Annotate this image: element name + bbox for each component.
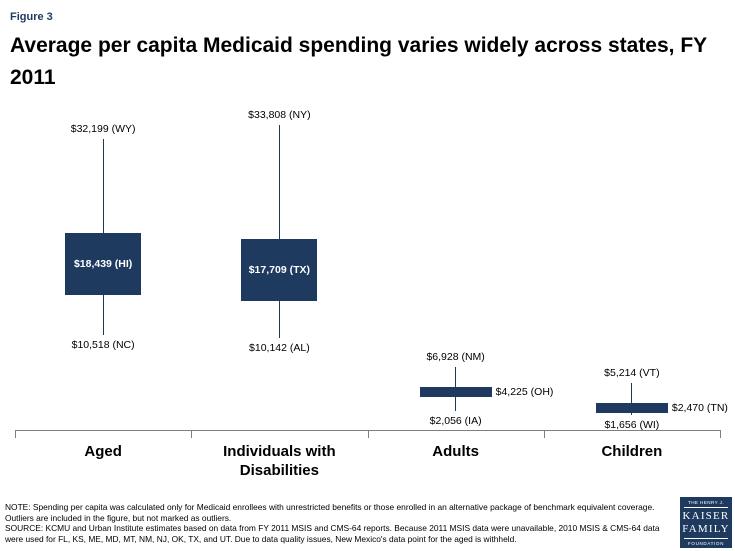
kff-logo-line4: FOUNDATION xyxy=(684,538,728,546)
mid-value-bar xyxy=(419,386,492,397)
note-text: NOTE: Spending per capita was calculated… xyxy=(5,502,655,523)
axis-tick xyxy=(720,430,721,438)
category-label: Individuals with Disabilities xyxy=(223,443,336,479)
mid-value-box: $17,709 (TX) xyxy=(241,239,318,302)
high-value-label: $5,214 (VT) xyxy=(604,366,660,379)
kff-logo-line2: KAISER xyxy=(682,510,730,522)
range-whisker xyxy=(278,124,280,339)
mid-value-box: $18,439 (HI) xyxy=(65,232,142,295)
footer-notes: NOTE: Spending per capita was calculated… xyxy=(5,502,677,544)
category-label: Adults xyxy=(432,443,479,460)
source-text: SOURCE: KCMU and Urban Institute estimat… xyxy=(5,523,660,544)
axis-tick xyxy=(543,430,545,438)
mid-value-label: $4,225 (OH) xyxy=(495,385,554,398)
kff-logo-line1: THE HENRY J. xyxy=(684,500,728,508)
category-label: Aged xyxy=(84,443,122,460)
axis-tick xyxy=(191,430,193,438)
low-value-label: $10,518 (NC) xyxy=(71,339,135,352)
category-label: Children xyxy=(601,443,663,460)
mid-value-bar xyxy=(595,402,668,413)
range-whisker xyxy=(631,382,633,416)
high-value-label: $6,928 (NM) xyxy=(426,351,485,364)
low-value-label: $10,142 (AL) xyxy=(249,342,310,355)
kff-logo: THE HENRY J. KAISER FAMILY FOUNDATION xyxy=(680,497,732,548)
low-value-label: $2,056 (IA) xyxy=(429,415,482,428)
figure-title: Average per capita Medicaid spending var… xyxy=(10,34,707,89)
high-value-label: $32,199 (WY) xyxy=(70,123,136,136)
low-value-label: $1,656 (WI) xyxy=(604,419,660,432)
kff-logo-line3: FAMILY xyxy=(682,523,730,535)
axis-tick xyxy=(15,430,16,438)
mid-value-label: $2,470 (TN) xyxy=(671,401,728,414)
axis-tick xyxy=(367,430,369,438)
high-value-label: $33,808 (NY) xyxy=(248,108,311,121)
figure-label: Figure 3 xyxy=(10,11,53,23)
